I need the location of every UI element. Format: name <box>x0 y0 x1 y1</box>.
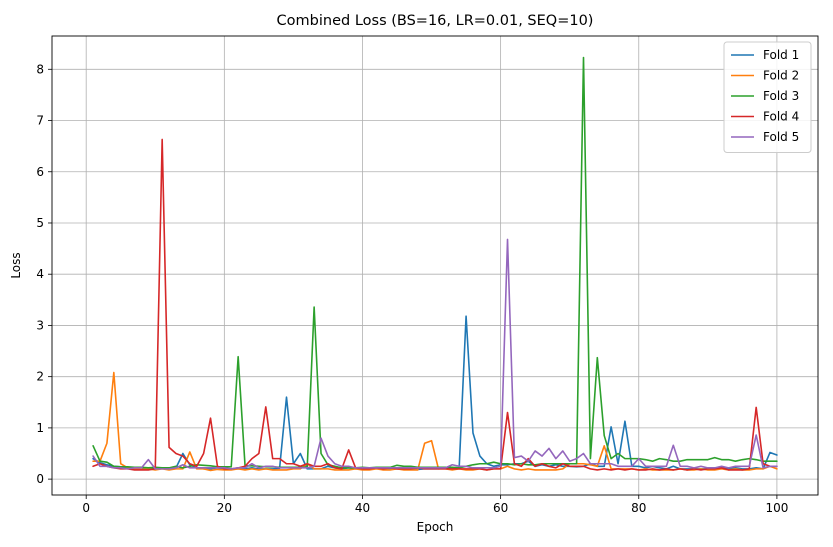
series-line-fold-5 <box>92 238 778 470</box>
ticks: 0 20 40 60 80 100 0 1 2 3 4 5 6 7 8 <box>36 62 788 515</box>
y-tick-label: 6 <box>36 165 44 179</box>
y-tick-label: 2 <box>36 370 44 384</box>
x-tick-label: 100 <box>765 501 788 515</box>
legend: Fold 1 Fold 2 Fold 3 Fold 4 Fold 5 <box>723 41 812 153</box>
series-line-fold-4 <box>92 138 778 471</box>
chart-title: Combined Loss (BS=16, LR=0.01, SEQ=10) <box>277 13 594 29</box>
legend-label: Fold 5 <box>763 130 799 144</box>
y-tick-label: 5 <box>36 216 44 230</box>
plot-lines <box>92 56 778 472</box>
x-tick-label: 20 <box>217 501 232 515</box>
legend-label: Fold 3 <box>763 89 799 103</box>
x-tick-label: 80 <box>631 501 646 515</box>
legend-box <box>723 41 812 153</box>
x-tick-label: 0 <box>82 501 90 515</box>
x-tick-label: 40 <box>355 501 370 515</box>
y-tick-label: 8 <box>36 62 44 76</box>
y-axis-label: Loss <box>9 252 23 278</box>
y-tick-label: 7 <box>36 114 44 128</box>
x-tick-label: 60 <box>493 501 508 515</box>
y-tick-label: 0 <box>36 472 44 486</box>
plot-frame <box>51 35 819 496</box>
y-tick-label: 3 <box>36 318 44 332</box>
x-axis-label: Epoch <box>417 520 454 534</box>
y-tick-label: 4 <box>36 267 44 281</box>
legend-label: Fold 4 <box>763 110 799 124</box>
legend-label: Fold 2 <box>763 69 799 83</box>
y-tick-label: 1 <box>36 421 44 435</box>
legend-label: Fold 1 <box>763 48 799 62</box>
